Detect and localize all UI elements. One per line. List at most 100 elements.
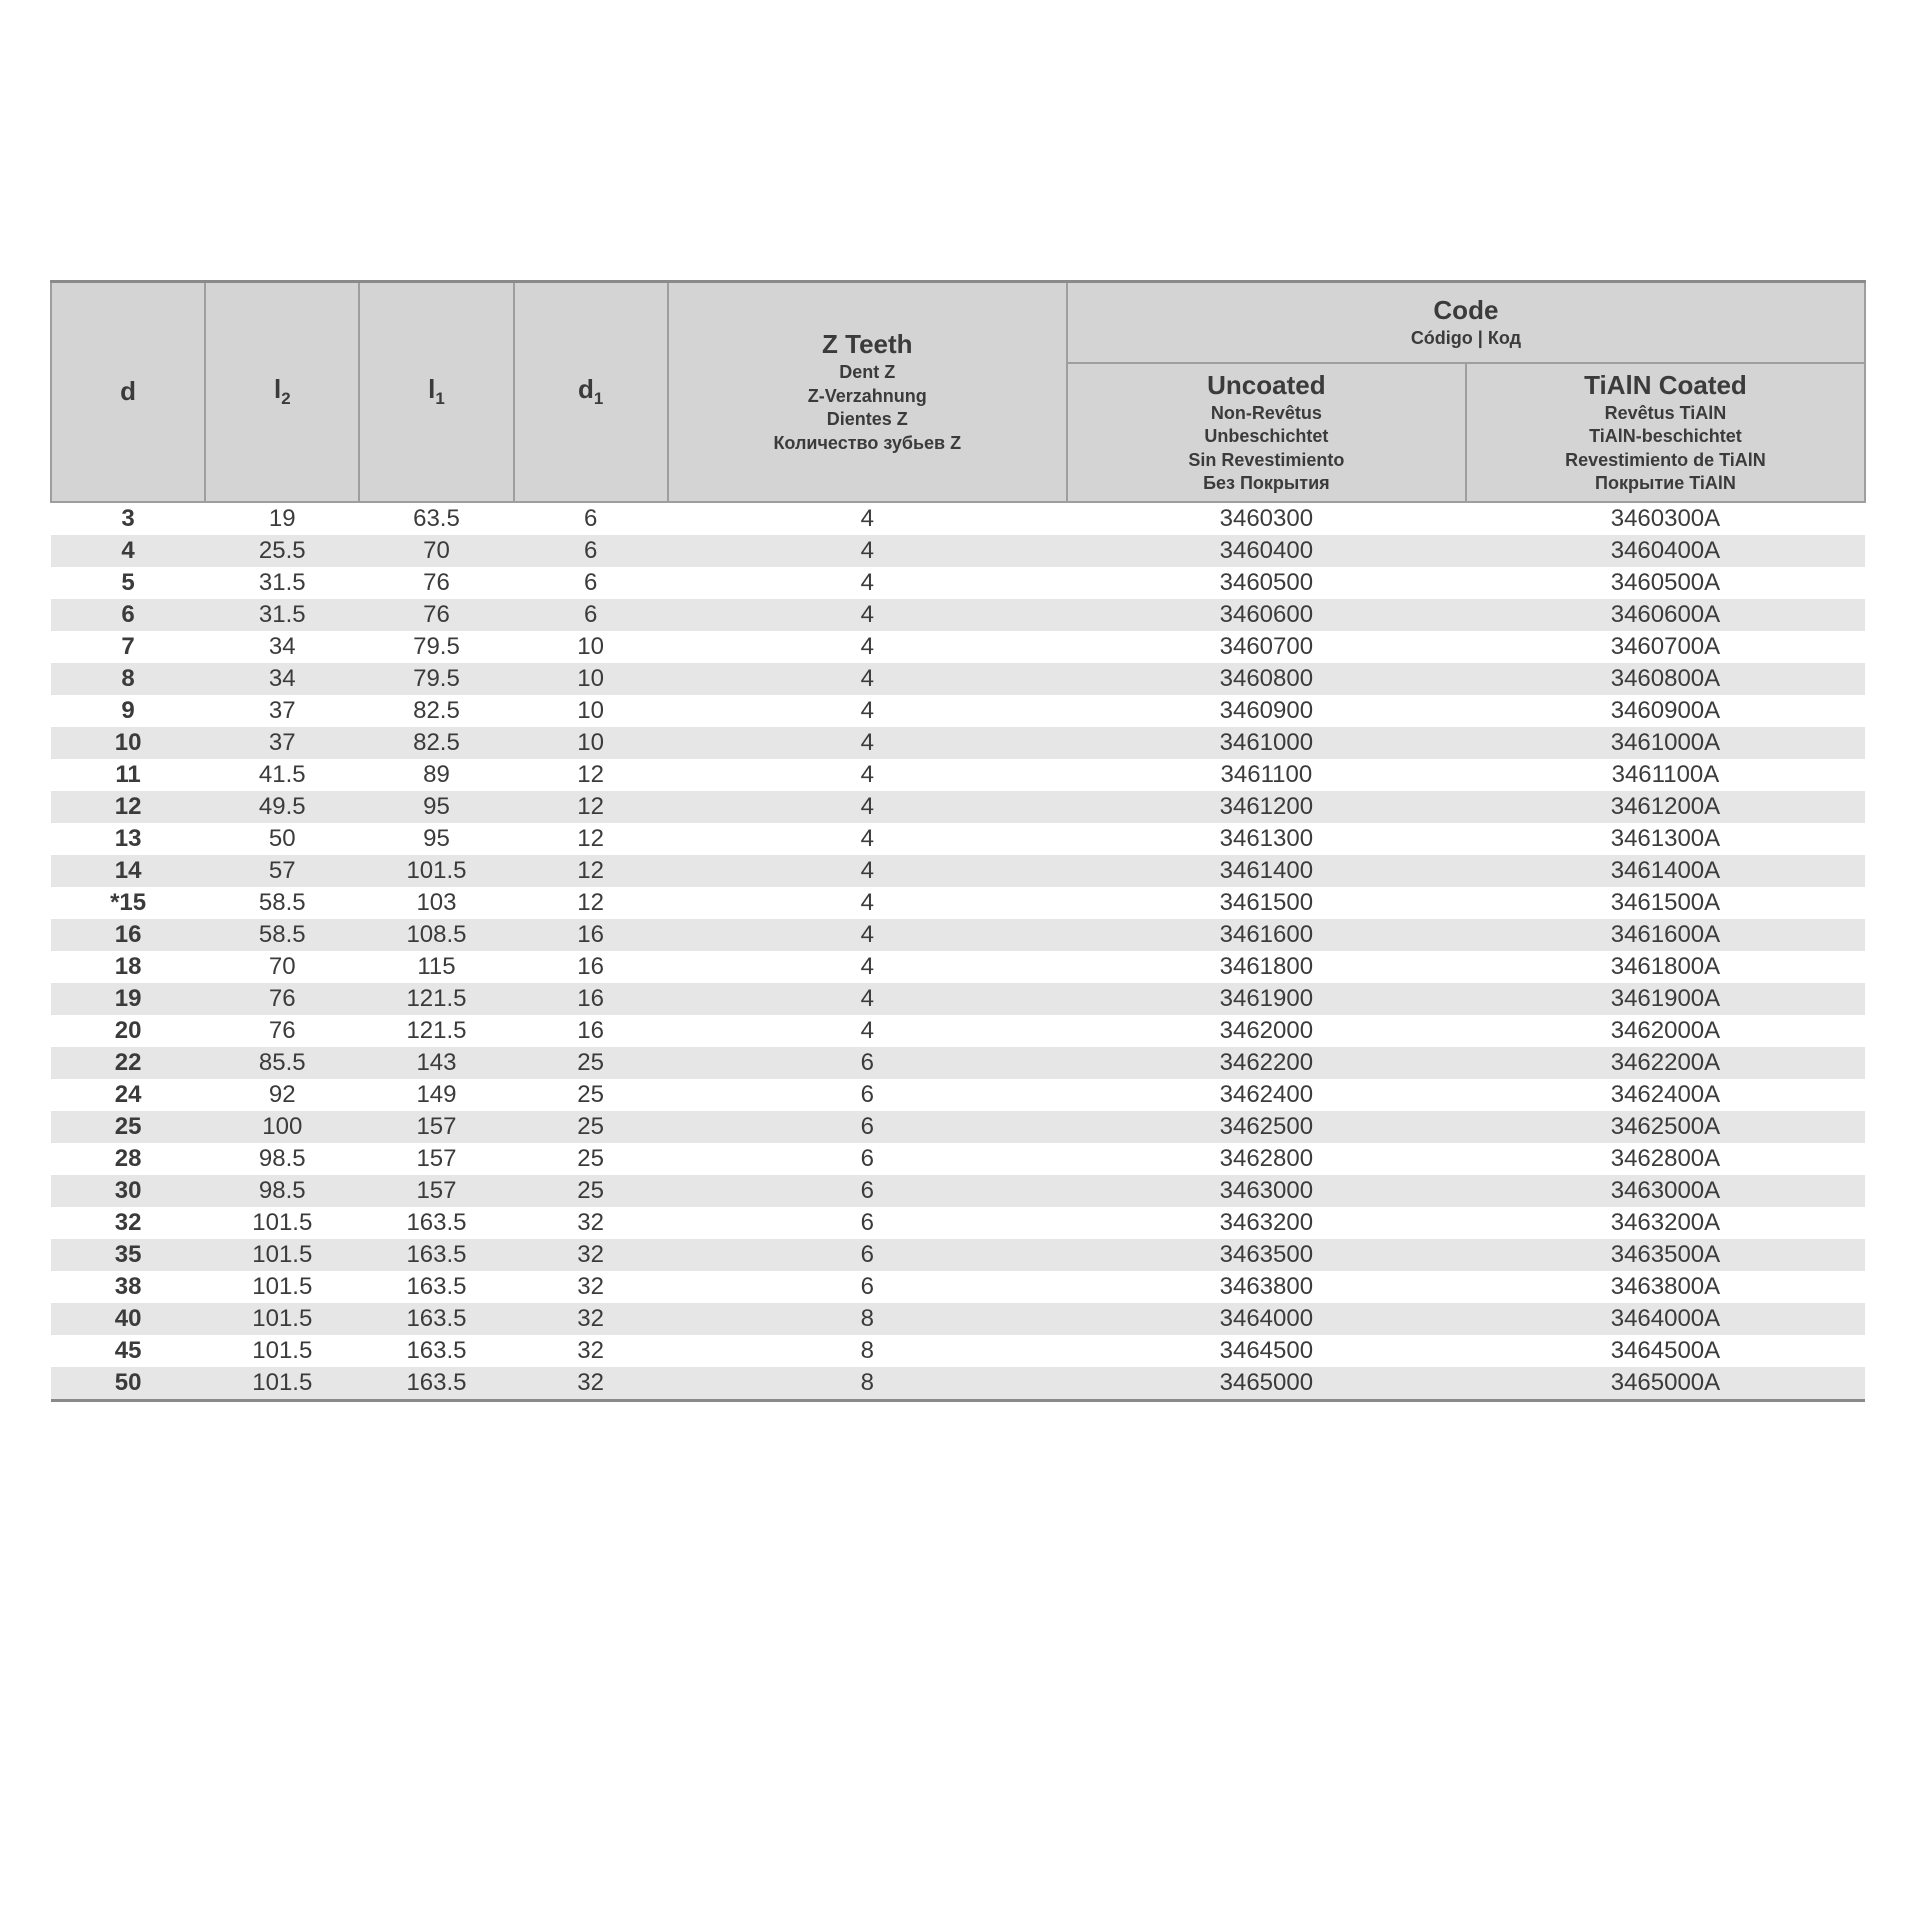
table-row: 103782.510434610003461000A <box>51 727 1865 759</box>
cell-l2: 101.5 <box>205 1239 359 1271</box>
cell-tiain: 3461100A <box>1466 759 1865 791</box>
cell-d1: 25 <box>514 1143 668 1175</box>
cell-z: 6 <box>668 1111 1067 1143</box>
cell-l2: 70 <box>205 951 359 983</box>
cell-l2: 31.5 <box>205 599 359 631</box>
cell-l1: 163.5 <box>359 1239 513 1271</box>
cell-d1: 6 <box>514 535 668 567</box>
cell-d: 28 <box>51 1143 205 1175</box>
cell-l2: 98.5 <box>205 1175 359 1207</box>
table-row: 1457101.512434614003461400A <box>51 855 1865 887</box>
cell-l1: 95 <box>359 791 513 823</box>
cell-uncoated: 3461000 <box>1067 727 1466 759</box>
cell-d1: 16 <box>514 919 668 951</box>
cell-uncoated: 3464000 <box>1067 1303 1466 1335</box>
cell-d: 12 <box>51 791 205 823</box>
cell-z: 6 <box>668 1079 1067 1111</box>
cell-d1: 32 <box>514 1367 668 1401</box>
cell-d: 24 <box>51 1079 205 1111</box>
cell-uncoated: 3462800 <box>1067 1143 1466 1175</box>
cell-tiain: 3463200A <box>1466 1207 1865 1239</box>
cell-uncoated: 3461600 <box>1067 919 1466 951</box>
cell-tiain: 3462400A <box>1466 1079 1865 1111</box>
cell-z: 6 <box>668 1271 1067 1303</box>
col-header-tiain-sub-1: TiAlN-beschichtet <box>1589 425 1742 448</box>
table-row: 2898.515725634628003462800A <box>51 1143 1865 1175</box>
cell-tiain: 3460900A <box>1466 695 1865 727</box>
col-header-z-sub-2: Dientes Z <box>827 408 908 431</box>
cell-z: 4 <box>668 567 1067 599</box>
cell-z: 4 <box>668 983 1067 1015</box>
cell-l2: 19 <box>205 502 359 535</box>
cell-d1: 6 <box>514 599 668 631</box>
cell-l2: 31.5 <box>205 567 359 599</box>
table-row: 93782.510434609003460900A <box>51 695 1865 727</box>
table-row: 2285.514325634622003462200A <box>51 1047 1865 1079</box>
col-header-d1-label: d1 <box>578 374 603 404</box>
col-header-d: d <box>51 282 205 502</box>
table-row: 631.5766434606003460600A <box>51 599 1865 631</box>
cell-z: 6 <box>668 1175 1067 1207</box>
cell-l1: 149 <box>359 1079 513 1111</box>
col-header-tiain-sub-0: Revêtus TiAlN <box>1605 402 1727 425</box>
col-header-d-label: d <box>120 376 136 406</box>
table-body: 31963.56434603003460300A425.570643460400… <box>51 502 1865 1401</box>
cell-uncoated: 3461100 <box>1067 759 1466 791</box>
cell-uncoated: 3464500 <box>1067 1335 1466 1367</box>
cell-d1: 25 <box>514 1079 668 1111</box>
cell-tiain: 3460400A <box>1466 535 1865 567</box>
cell-l2: 101.5 <box>205 1207 359 1239</box>
cell-d1: 10 <box>514 663 668 695</box>
cell-z: 6 <box>668 1207 1067 1239</box>
cell-d: 14 <box>51 855 205 887</box>
cell-l2: 85.5 <box>205 1047 359 1079</box>
cell-l1: 163.5 <box>359 1303 513 1335</box>
cell-l2: 34 <box>205 631 359 663</box>
cell-z: 4 <box>668 695 1067 727</box>
table-row: 35101.5163.532634635003463500A <box>51 1239 1865 1271</box>
col-header-code: Code Código | Код <box>1067 282 1865 363</box>
cell-uncoated: 3463500 <box>1067 1239 1466 1271</box>
cell-l1: 157 <box>359 1175 513 1207</box>
cell-d1: 32 <box>514 1271 668 1303</box>
col-header-z-main: Z Teeth <box>822 329 913 360</box>
cell-d: *15 <box>51 887 205 919</box>
col-header-z-sub-0: Dent Z <box>839 361 895 384</box>
cell-l2: 100 <box>205 1111 359 1143</box>
cell-d1: 12 <box>514 791 668 823</box>
cell-tiain: 3461600A <box>1466 919 1865 951</box>
col-header-l1-label: l1 <box>428 374 445 404</box>
col-header-z-sub-3: Количество зубьев Z <box>773 432 961 455</box>
table-row: 425.5706434604003460400A <box>51 535 1865 567</box>
table-row: 3098.515725634630003463000A <box>51 1175 1865 1207</box>
col-header-uncoated-sub-2: Sin Revestimiento <box>1188 449 1344 472</box>
cell-d: 11 <box>51 759 205 791</box>
cell-d1: 16 <box>514 951 668 983</box>
cell-d: 22 <box>51 1047 205 1079</box>
cell-tiain: 3461300A <box>1466 823 1865 855</box>
table-header: d l2 l1 d1 <box>51 282 1865 502</box>
cell-z: 8 <box>668 1335 1067 1367</box>
cell-uncoated: 3462400 <box>1067 1079 1466 1111</box>
table-row: 83479.510434608003460800A <box>51 663 1865 695</box>
cell-l2: 34 <box>205 663 359 695</box>
table-row: 73479.510434607003460700A <box>51 631 1865 663</box>
cell-d1: 12 <box>514 823 668 855</box>
cell-d: 40 <box>51 1303 205 1335</box>
col-header-tiain: TiAlN Coated Revêtus TiAlN TiAlN-beschic… <box>1466 363 1865 502</box>
table-row: 13509512434613003461300A <box>51 823 1865 855</box>
cell-d: 10 <box>51 727 205 759</box>
col-header-uncoated-sub-3: Без Покрытия <box>1203 472 1330 495</box>
cell-l1: 157 <box>359 1111 513 1143</box>
table-row: 1249.59512434612003461200A <box>51 791 1865 823</box>
cell-d: 16 <box>51 919 205 951</box>
table-row: 187011516434618003461800A <box>51 951 1865 983</box>
cell-tiain: 3461400A <box>1466 855 1865 887</box>
cell-d1: 12 <box>514 759 668 791</box>
cell-l2: 101.5 <box>205 1303 359 1335</box>
cell-tiain: 3460700A <box>1466 631 1865 663</box>
cell-d: 4 <box>51 535 205 567</box>
cell-tiain: 3460800A <box>1466 663 1865 695</box>
cell-d1: 32 <box>514 1303 668 1335</box>
cell-d1: 6 <box>514 502 668 535</box>
